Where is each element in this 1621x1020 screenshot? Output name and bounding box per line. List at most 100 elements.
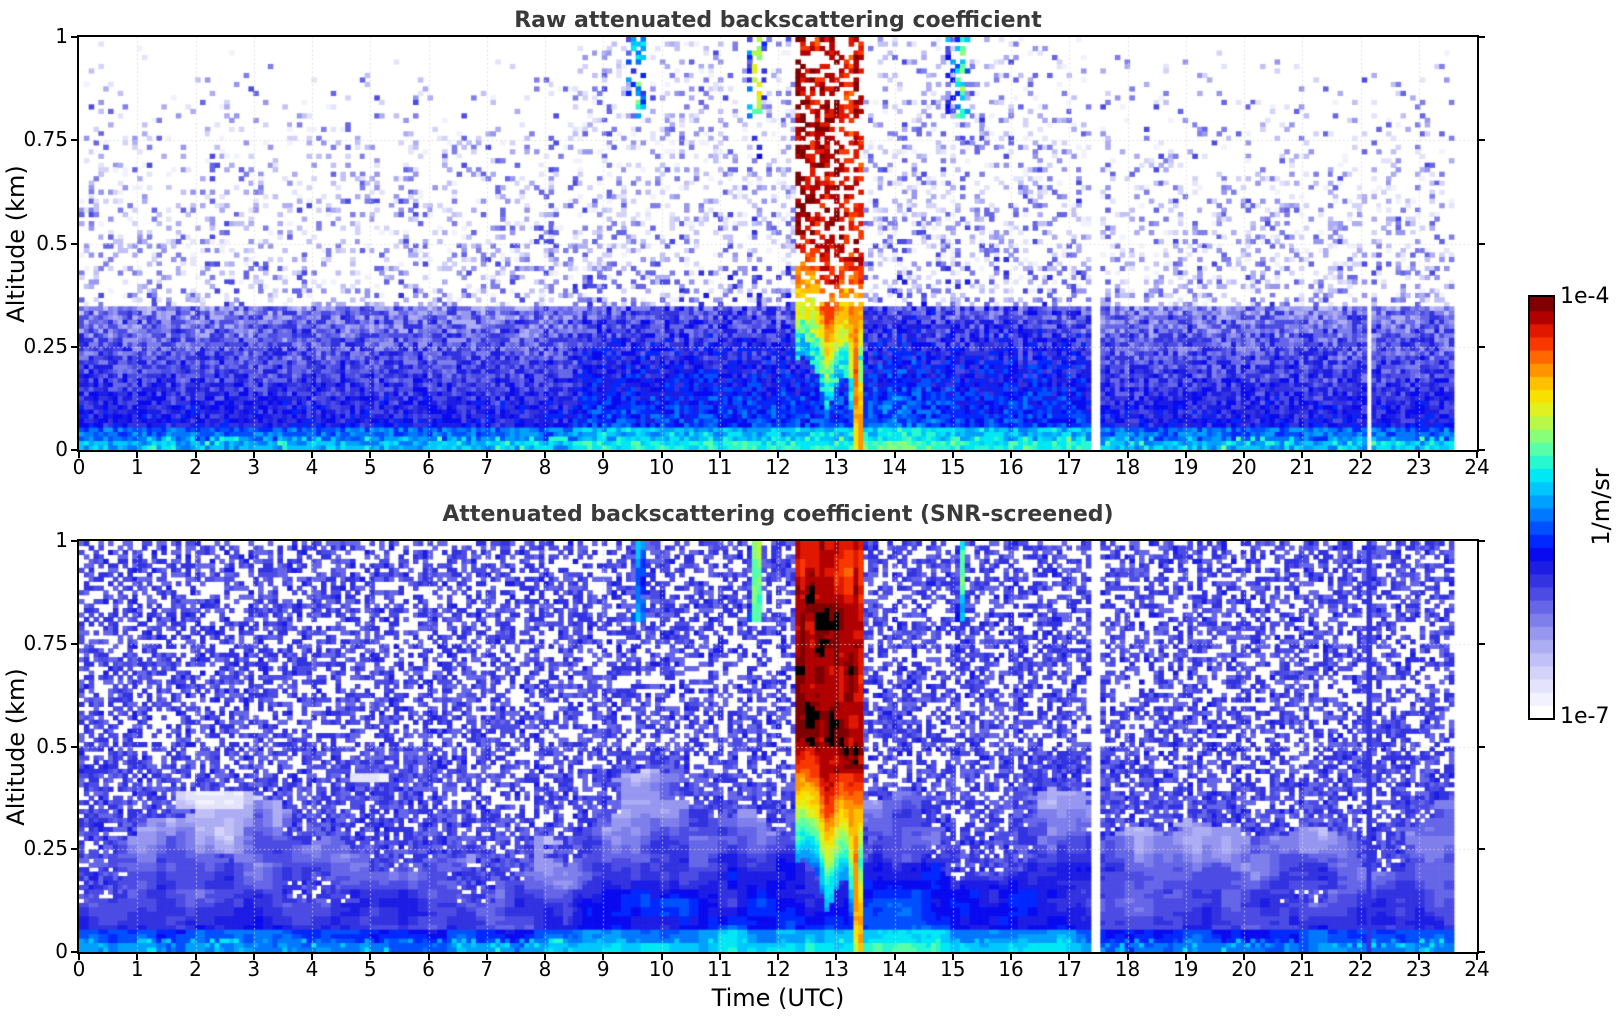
y-tick-label: 0.25: [23, 333, 68, 358]
x-tick-mark: [718, 952, 721, 960]
x-tick-mark: [835, 952, 838, 960]
y-tick-label: 0.75: [23, 127, 68, 152]
x-tick-mark: [369, 952, 372, 960]
y-tick-mark-right: [1477, 345, 1485, 348]
x-axis-label: Time (UTC): [711, 984, 845, 1012]
y-tick-mark-left: [71, 345, 79, 348]
x-tick-mark: [1010, 952, 1012, 960]
y-tick-mark-left: [71, 242, 79, 245]
x-tick-label: 15: [940, 455, 966, 479]
x-tick-label: 4: [305, 455, 319, 479]
x-tick-mark: [1010, 450, 1012, 458]
x-tick-mark: [1476, 450, 1478, 458]
x-tick-mark: [485, 952, 488, 960]
x-tick-mark: [311, 450, 313, 458]
y-tick-label: 1: [55, 24, 68, 48]
y-tick-label: 0.25: [23, 836, 68, 861]
x-tick-mark: [1301, 952, 1304, 960]
x-tick-label: 20: [1231, 455, 1257, 479]
x-tick-mark: [1184, 952, 1187, 960]
y-tick-mark-right: [1477, 139, 1485, 142]
screened-heatmap-canvas: [79, 541, 1477, 952]
x-tick-label: 11: [707, 957, 733, 981]
y-tick-mark-left: [71, 951, 79, 953]
y-tick-mark-left: [71, 36, 79, 38]
screened-heatmap-panel: [77, 539, 1479, 954]
x-tick-label: 16: [998, 455, 1024, 479]
x-tick-label: 4: [305, 957, 319, 981]
x-tick-label: 24: [1464, 455, 1490, 479]
colorbar: [1528, 295, 1555, 720]
x-tick-mark: [311, 952, 313, 960]
x-tick-label: 14: [881, 455, 908, 479]
colorbar-max-label: 1e-4: [1560, 284, 1610, 309]
x-tick-label: 2: [189, 957, 202, 981]
x-tick-label: 1: [130, 957, 144, 981]
x-tick-mark: [1417, 952, 1420, 960]
x-tick-label: 22: [1347, 957, 1374, 981]
x-tick-mark: [777, 450, 779, 458]
x-tick-label: 17: [1056, 957, 1082, 981]
x-tick-mark: [951, 450, 954, 458]
x-tick-label: 18: [1114, 455, 1141, 479]
raw-heatmap-panel: [77, 35, 1479, 452]
x-tick-label: 3: [247, 455, 261, 479]
x-tick-label: 21: [1289, 455, 1315, 479]
x-tick-label: 5: [363, 455, 377, 479]
x-tick-label: 8: [538, 957, 552, 981]
x-tick-mark: [893, 450, 896, 458]
x-tick-mark: [660, 952, 663, 960]
x-tick-label: 0: [72, 957, 86, 981]
x-tick-label: 22: [1347, 455, 1374, 479]
y-tick-mark-left: [71, 642, 79, 645]
y-tick-mark-right: [1477, 242, 1485, 245]
x-tick-mark: [427, 952, 430, 960]
raw-heatmap-canvas: [79, 37, 1477, 450]
y-tick-mark-left: [71, 139, 79, 142]
x-tick-label: 12: [765, 957, 791, 981]
y-tick-mark-left: [71, 540, 79, 542]
x-tick-label: 6: [422, 957, 435, 981]
x-tick-label: 23: [1406, 957, 1432, 981]
x-tick-label: 23: [1406, 455, 1432, 479]
x-tick-mark: [1359, 450, 1362, 458]
y-tick-mark-right: [1477, 745, 1485, 748]
y-tick-mark-right: [1477, 36, 1485, 38]
x-tick-label: 2: [189, 455, 202, 479]
y-tick-mark-left: [71, 449, 79, 451]
x-tick-mark: [252, 450, 255, 458]
y-tick-mark-left: [71, 745, 79, 748]
x-tick-label: 13: [823, 455, 849, 479]
colorbar-canvas: [1530, 297, 1553, 718]
x-tick-label: 9: [596, 455, 610, 479]
y-tick-mark-right: [1477, 642, 1485, 645]
x-tick-label: 20: [1231, 957, 1257, 981]
x-tick-label: 11: [707, 455, 733, 479]
x-tick-label: 9: [596, 957, 610, 981]
x-tick-mark: [835, 450, 838, 458]
x-tick-label: 8: [538, 455, 552, 479]
x-tick-mark: [544, 450, 546, 458]
x-tick-mark: [485, 450, 488, 458]
colorbar-min-label: 1e-7: [1560, 704, 1610, 729]
x-tick-label: 16: [998, 957, 1024, 981]
y-tick-label: 1: [55, 528, 68, 552]
x-tick-label: 3: [247, 957, 261, 981]
x-tick-mark: [427, 450, 430, 458]
x-tick-mark: [777, 952, 779, 960]
y-tick-label: 0.5: [36, 733, 68, 758]
x-tick-mark: [78, 952, 80, 960]
x-tick-mark: [951, 952, 954, 960]
x-tick-mark: [1359, 952, 1362, 960]
x-tick-mark: [1068, 450, 1071, 458]
x-tick-label: 19: [1173, 957, 1199, 981]
x-tick-label: 6: [422, 455, 435, 479]
x-tick-mark: [136, 952, 139, 960]
x-tick-mark: [1476, 952, 1478, 960]
x-tick-label: 10: [648, 455, 675, 479]
y-tick-mark-right: [1477, 540, 1485, 542]
x-tick-label: 5: [363, 957, 377, 981]
colorbar-unit-label: 1/m/sr: [1587, 468, 1615, 546]
x-tick-label: 7: [480, 455, 494, 479]
